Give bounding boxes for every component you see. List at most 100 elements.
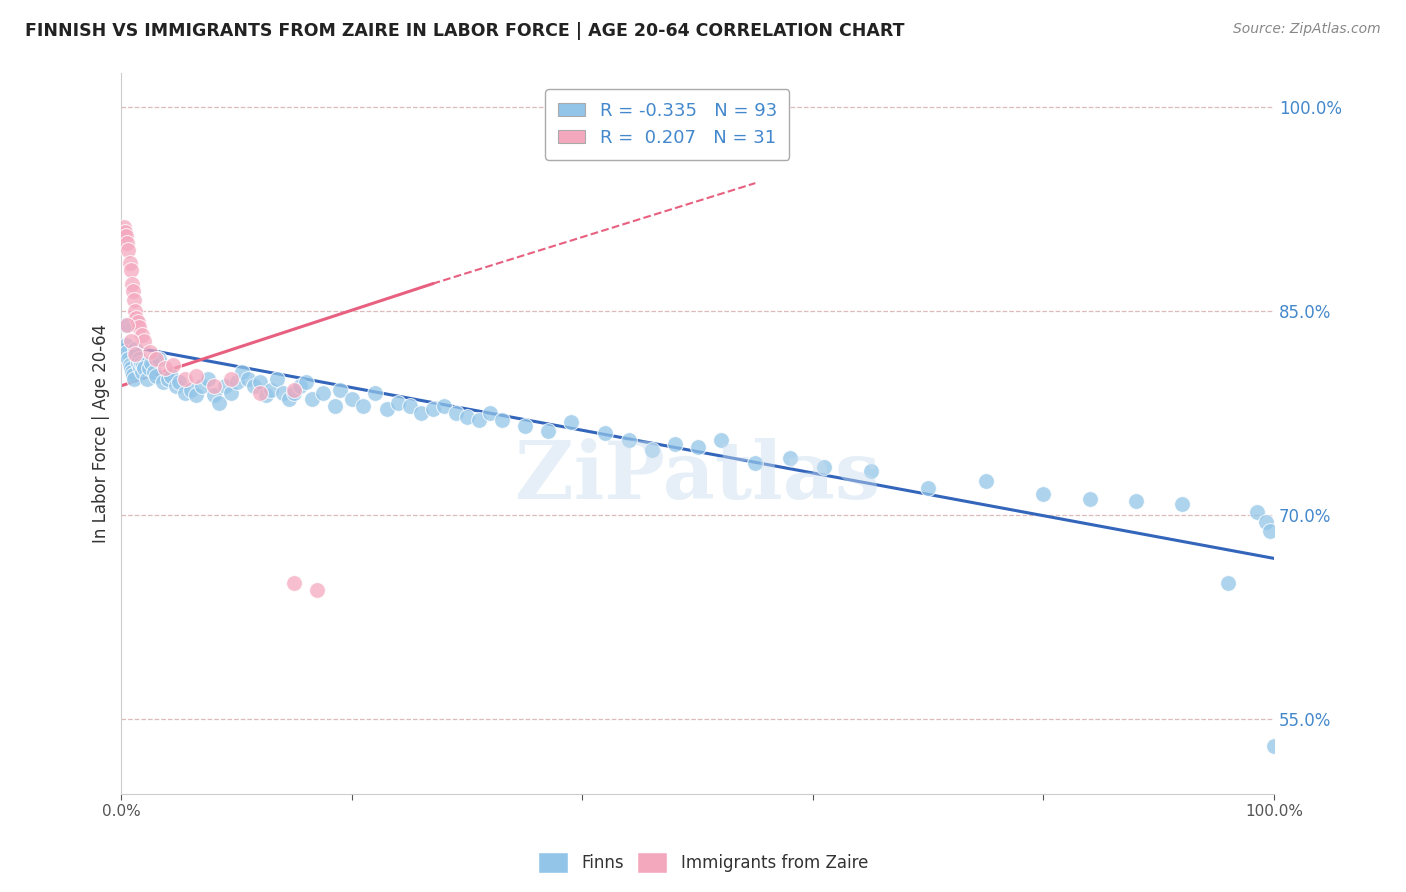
- Point: [917, 481, 939, 495]
- Point: [479, 406, 502, 420]
- Point: [120, 361, 142, 376]
- Point: [353, 399, 375, 413]
- Point: [124, 304, 146, 318]
- Point: [283, 575, 305, 590]
- Point: [142, 365, 165, 379]
- Point: [329, 383, 352, 397]
- Point: [186, 388, 208, 402]
- Point: [254, 388, 277, 402]
- Point: [167, 375, 190, 389]
- Point: [340, 392, 363, 407]
- Point: [243, 378, 266, 392]
- Point: [197, 372, 219, 386]
- Point: [112, 219, 135, 234]
- Point: [813, 460, 835, 475]
- Point: [301, 392, 323, 407]
- Point: [387, 396, 409, 410]
- Point: [134, 334, 156, 348]
- Point: [266, 372, 288, 386]
- Point: [260, 383, 283, 397]
- Point: [115, 235, 138, 250]
- Point: [288, 378, 311, 392]
- Point: [186, 369, 208, 384]
- Point: [307, 582, 329, 597]
- Point: [121, 365, 143, 379]
- Point: [131, 328, 153, 343]
- Point: [124, 347, 146, 361]
- Point: [173, 385, 195, 400]
- Point: [974, 474, 997, 488]
- Point: [225, 375, 247, 389]
- Point: [398, 399, 420, 413]
- Point: [128, 361, 150, 376]
- Point: [323, 399, 346, 413]
- Point: [152, 375, 174, 389]
- Point: [156, 372, 179, 386]
- Point: [1260, 524, 1282, 539]
- Point: [132, 359, 155, 373]
- Point: [295, 375, 318, 389]
- Point: [118, 256, 141, 270]
- Point: [640, 442, 662, 457]
- Point: [127, 315, 149, 329]
- Point: [134, 361, 156, 376]
- Point: [422, 401, 444, 416]
- Point: [231, 365, 253, 379]
- Point: [165, 378, 187, 392]
- Point: [127, 355, 149, 369]
- Point: [1032, 487, 1054, 501]
- Point: [249, 375, 271, 389]
- Point: [160, 369, 183, 384]
- Point: [249, 385, 271, 400]
- Point: [277, 392, 299, 407]
- Point: [364, 385, 387, 400]
- Y-axis label: In Labor Force | Age 20-64: In Labor Force | Age 20-64: [93, 324, 110, 543]
- Point: [238, 372, 260, 386]
- Point: [537, 424, 560, 438]
- Point: [118, 359, 141, 373]
- Text: Source: ZipAtlas.com: Source: ZipAtlas.com: [1233, 22, 1381, 37]
- Point: [456, 409, 478, 424]
- Point: [560, 416, 582, 430]
- Point: [219, 372, 242, 386]
- Text: FINNISH VS IMMIGRANTS FROM ZAIRE IN LABOR FORCE | AGE 20-64 CORRELATION CHART: FINNISH VS IMMIGRANTS FROM ZAIRE IN LABO…: [25, 22, 905, 40]
- Point: [491, 413, 513, 427]
- Point: [120, 263, 142, 277]
- Point: [117, 351, 139, 366]
- Point: [686, 440, 709, 454]
- Point: [1125, 494, 1147, 508]
- Point: [779, 450, 801, 465]
- Point: [114, 318, 136, 332]
- Point: [513, 419, 536, 434]
- Point: [114, 225, 136, 239]
- Point: [180, 383, 202, 397]
- Point: [122, 293, 145, 307]
- Point: [121, 277, 143, 291]
- Point: [122, 284, 145, 298]
- Point: [595, 426, 617, 441]
- Point: [433, 399, 456, 413]
- Point: [744, 456, 766, 470]
- Point: [145, 351, 167, 366]
- Point: [141, 355, 163, 369]
- Point: [617, 433, 640, 447]
- Point: [148, 351, 170, 366]
- Point: [115, 318, 138, 332]
- Legend: Finns, Immigrants from Zaire: Finns, Immigrants from Zaire: [531, 846, 875, 880]
- Point: [664, 437, 686, 451]
- Point: [283, 383, 305, 397]
- Point: [128, 351, 150, 366]
- Point: [1246, 505, 1268, 519]
- Point: [173, 372, 195, 386]
- Point: [219, 385, 242, 400]
- Point: [115, 344, 138, 359]
- Text: ZiPatlas: ZiPatlas: [515, 438, 880, 516]
- Point: [208, 396, 231, 410]
- Point: [202, 378, 225, 392]
- Point: [214, 378, 236, 392]
- Point: [191, 378, 214, 392]
- Point: [115, 229, 138, 244]
- Point: [122, 368, 145, 382]
- Point: [202, 388, 225, 402]
- Point: [1254, 515, 1277, 529]
